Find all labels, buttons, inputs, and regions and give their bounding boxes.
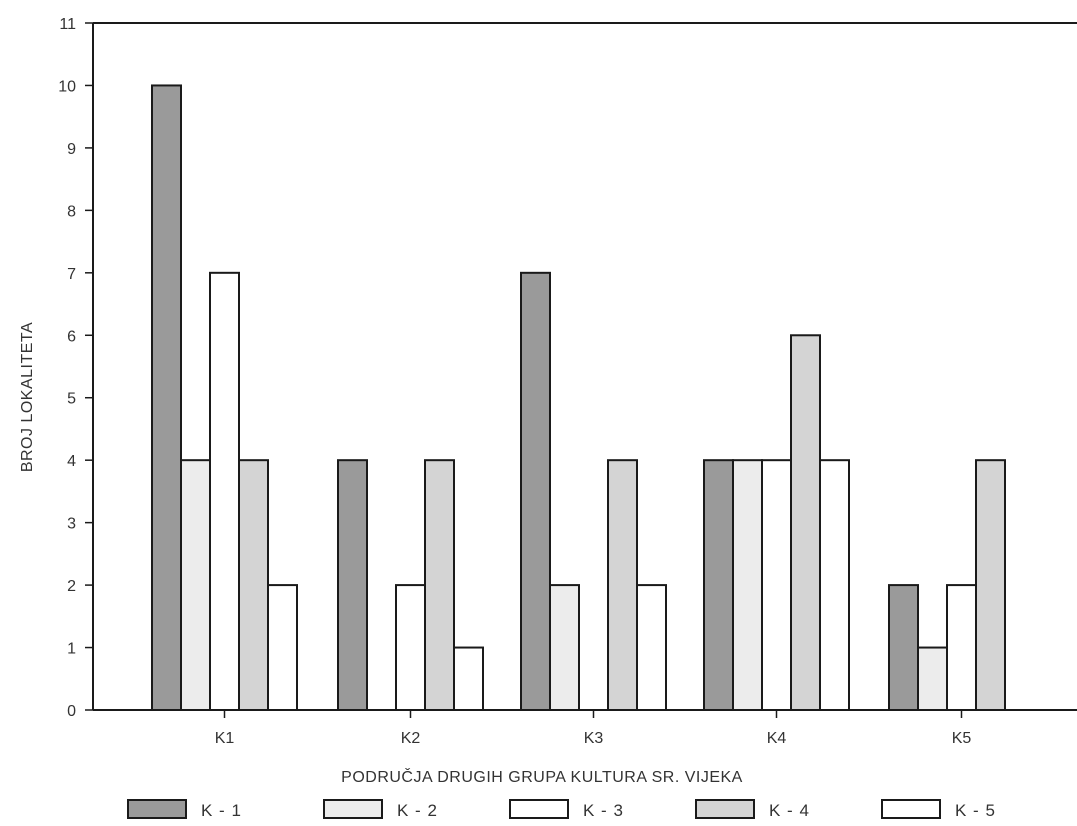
legend: K - 1 K - 2 K - 3 K - 4 K - 5: [127, 799, 996, 820]
bar-k-2-k4: [732, 459, 763, 711]
bar-k-4-k2: [424, 459, 455, 711]
y-tick-label: 4: [67, 453, 76, 470]
legend-swatch-k-3: [509, 799, 569, 819]
bar-k-3-k5: [946, 584, 977, 711]
y-tick-label: 8: [67, 203, 76, 220]
bar-k-4-k3: [607, 459, 638, 711]
bar-k-1-k5: [888, 584, 919, 711]
x-tick-label: K2: [401, 730, 421, 747]
y-axis-title: BROJ LOKALITETA: [19, 322, 36, 472]
y-tick-label: 1: [67, 641, 76, 658]
bar-k-1-k1: [151, 84, 182, 712]
bar-k-5-k3: [636, 584, 667, 711]
bar-k-1-k4: [703, 459, 734, 711]
legend-swatch-k-1: [127, 799, 187, 819]
bar-k-4-k4: [790, 334, 821, 711]
y-tick-label: 7: [67, 266, 76, 283]
x-tick-label: K5: [952, 730, 972, 747]
x-tick-label: K1: [215, 730, 235, 747]
legend-label-k-4: K - 4: [769, 801, 810, 820]
y-tick-label: 11: [59, 16, 76, 33]
bar-k-1-k3: [520, 271, 551, 711]
bar-k-2-k3: [549, 584, 580, 711]
axes-layer: 0 1 2 3 4 5 6 7 8 9 10 11 K1 K2 K3 K4 K5: [58, 16, 1077, 747]
bar-k-5-k1: [267, 584, 298, 711]
bar-k-4-k1: [238, 459, 269, 711]
y-tick-label: 3: [67, 516, 76, 533]
y-tick-label: 6: [67, 328, 76, 345]
y-tick-label: 5: [67, 391, 76, 408]
x-axis-title: PODRUČJA DRUGIH GRUPA KULTURA SR. VIJEKA: [341, 767, 743, 786]
y-tick-label: 10: [58, 78, 76, 95]
bar-k-4-k5: [975, 459, 1006, 711]
bar-k-5-k2: [453, 646, 484, 712]
bar-k-5-k4: [819, 459, 850, 711]
bar-k-3-k4: [761, 459, 792, 711]
bar-k-3-k2: [395, 584, 426, 711]
legend-label-k-3: K - 3: [583, 801, 624, 820]
x-tick-label: K4: [767, 730, 787, 747]
legend-swatch-k-4: [695, 799, 755, 819]
legend-swatch-k-5: [881, 799, 941, 819]
legend-label-k-2: K - 2: [397, 801, 438, 820]
y-tick-label: 0: [67, 703, 76, 720]
y-tick-label: 9: [67, 141, 76, 158]
bar-k-1-k2: [337, 459, 368, 711]
legend-label-k-5: K - 5: [955, 801, 996, 820]
x-tick-label: K3: [584, 730, 604, 747]
bars-layer: [151, 84, 1006, 712]
bar-k-3-k1: [209, 271, 240, 711]
legend-label-k-1: K - 1: [201, 801, 242, 820]
bar-k-2-k5: [917, 646, 948, 712]
bar-k-2-k1: [180, 459, 211, 711]
y-tick-label: 2: [67, 578, 76, 595]
legend-swatch-k-2: [323, 799, 383, 819]
